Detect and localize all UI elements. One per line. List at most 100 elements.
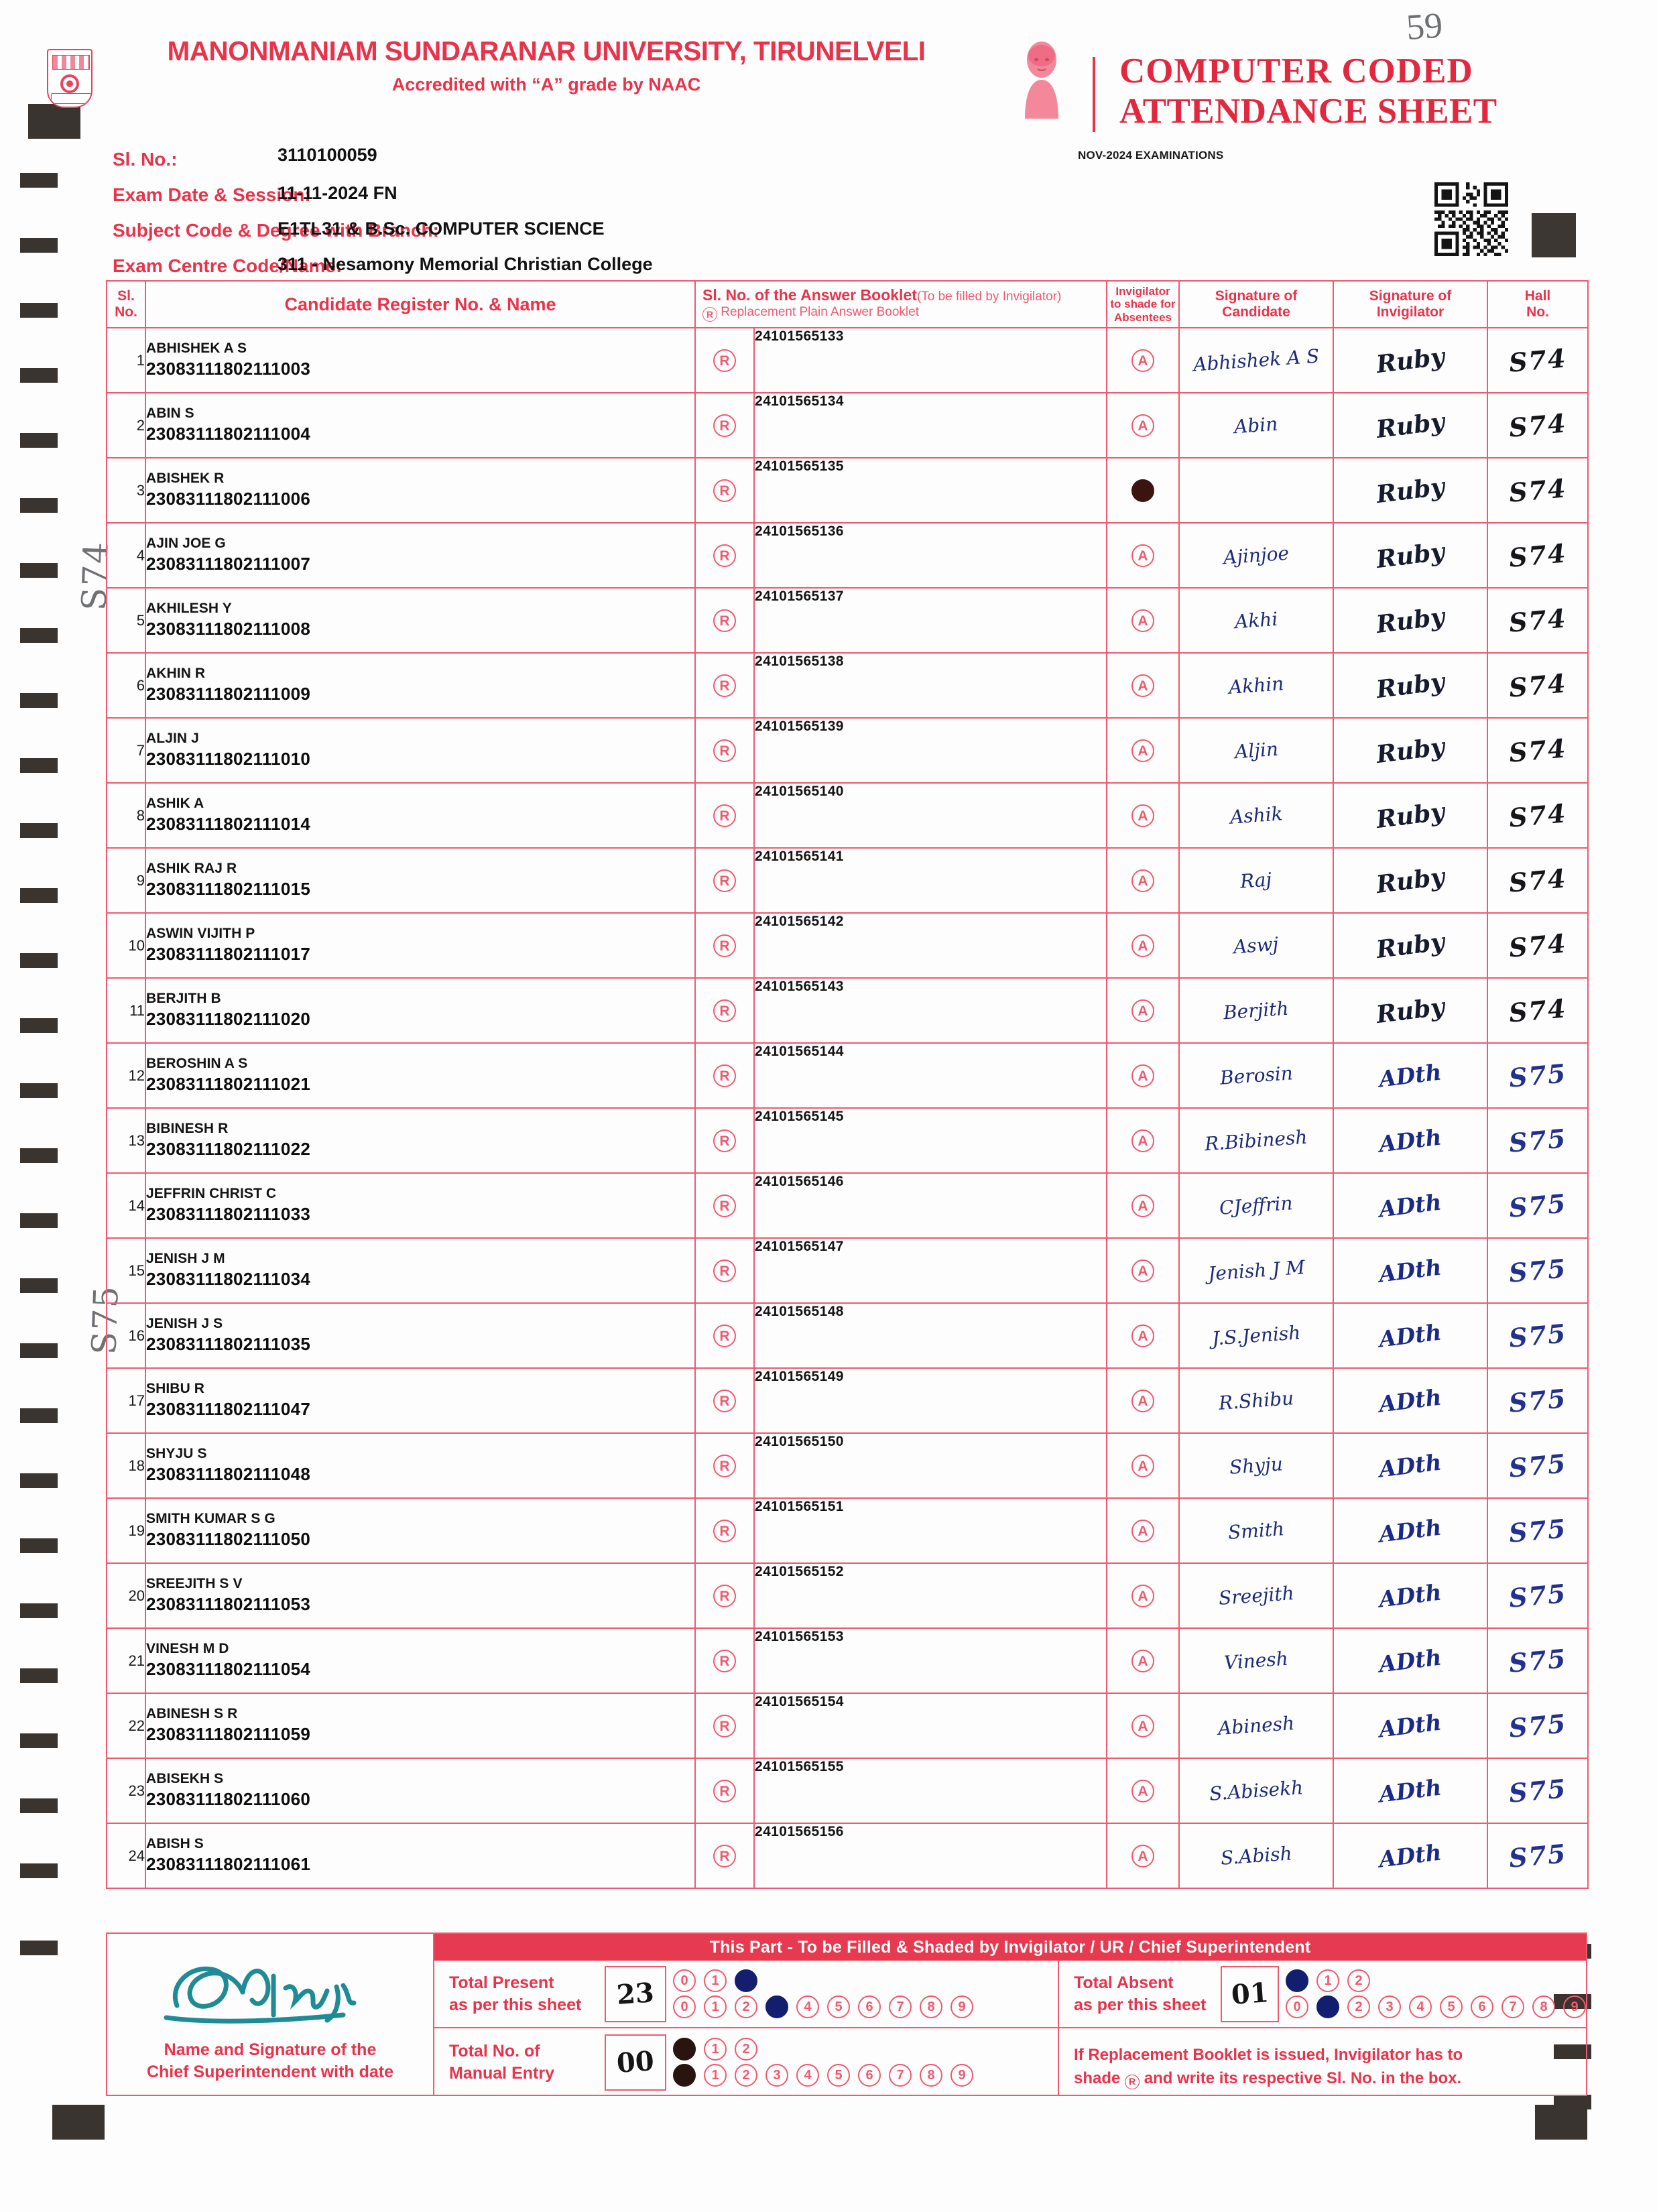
cell-replacement-bubble[interactable]: R <box>694 1627 755 1694</box>
cell-hall-no[interactable]: S75 <box>1487 1562 1589 1629</box>
cell-hall-no[interactable]: S75 <box>1487 1237 1589 1304</box>
cell-invigilator-signature[interactable]: ADth <box>1333 1107 1488 1174</box>
cell-candidate-signature[interactable]: Abinesh <box>1178 1693 1334 1759</box>
manual-entry-ones-row[interactable]: 0123456789 <box>673 2064 973 2087</box>
cell-absent-bubble[interactable]: A <box>1106 847 1180 914</box>
absent-bubble-icon[interactable]: A <box>1131 349 1154 372</box>
cell-replacement-bubble[interactable]: R <box>694 717 755 784</box>
cell-replacement-bubble[interactable]: R <box>694 392 755 458</box>
cell-replacement-bubble[interactable]: R <box>694 522 755 589</box>
replacement-r-icon[interactable]: R <box>713 1129 736 1152</box>
cell-replacement-bubble[interactable]: R <box>694 847 755 914</box>
cell-absent-bubble[interactable]: A <box>1106 652 1180 719</box>
digit-bubble-4[interactable]: 4 <box>1409 1995 1432 2018</box>
cell-absent-bubble[interactable]: A <box>1106 912 1180 979</box>
digit-bubble-0[interactable]: 0 <box>673 2064 696 2087</box>
digit-bubble-1[interactable]: 1 <box>1316 1969 1339 1992</box>
cell-invigilator-signature[interactable]: ADth <box>1333 1237 1488 1304</box>
replacement-r-icon[interactable]: R <box>713 934 736 957</box>
total-absent-tens-row[interactable]: 012 <box>1286 1969 1586 1992</box>
cell-absent-bubble[interactable]: A <box>1106 1562 1180 1629</box>
absent-bubble-icon[interactable]: A <box>1131 999 1154 1022</box>
cell-invigilator-signature[interactable]: ADth <box>1333 1627 1488 1694</box>
cell-hall-no[interactable]: S74 <box>1487 522 1589 589</box>
replacement-r-icon[interactable]: R <box>713 1844 736 1867</box>
cell-absent-bubble[interactable]: A <box>1106 1823 1180 1889</box>
cell-replacement-bubble[interactable]: R <box>694 327 755 393</box>
cell-candidate-signature[interactable]: Aswj <box>1178 912 1334 979</box>
cell-invigilator-signature[interactable]: Ruby <box>1333 977 1488 1044</box>
cell-absent-bubble[interactable]: A <box>1106 782 1180 849</box>
digit-bubble-7[interactable]: 7 <box>889 2064 912 2087</box>
cell-candidate-signature[interactable]: S.Abish <box>1178 1823 1334 1889</box>
cell-candidate-signature[interactable]: S.Abisekh <box>1178 1758 1334 1824</box>
replacement-r-icon[interactable]: R <box>713 1324 736 1347</box>
replacement-r-icon[interactable]: R <box>713 1194 736 1217</box>
cell-absent-bubble[interactable]: A <box>1106 1107 1180 1174</box>
cell-replacement-bubble[interactable]: R <box>694 652 755 719</box>
absent-bubble-icon[interactable]: A <box>1131 1649 1154 1672</box>
absent-bubble-icon[interactable]: A <box>1131 1129 1154 1152</box>
cell-candidate-signature[interactable] <box>1178 457 1334 524</box>
digit-bubble-8[interactable]: 8 <box>920 2064 942 2087</box>
cell-hall-no[interactable]: S75 <box>1487 1758 1589 1824</box>
cell-replacement-bubble[interactable]: R <box>694 1562 755 1629</box>
absent-bubble-icon[interactable]: A <box>1131 544 1154 567</box>
cell-replacement-bubble[interactable]: R <box>694 1497 755 1564</box>
cell-invigilator-signature[interactable]: Ruby <box>1333 652 1488 719</box>
cell-candidate-signature[interactable]: CJeffrin <box>1178 1172 1334 1239</box>
digit-bubble-1[interactable]: 1 <box>704 2064 727 2087</box>
cell-candidate-signature[interactable]: Smith <box>1178 1497 1334 1564</box>
total-absent-ones-row[interactable]: 0123456789 <box>1286 1995 1586 2018</box>
cell-hall-no[interactable]: S74 <box>1487 587 1589 654</box>
absent-bubble-icon[interactable]: A <box>1131 934 1154 957</box>
digit-bubble-0[interactable]: 0 <box>1286 1995 1308 2018</box>
cell-candidate-signature[interactable]: Jenish J M <box>1178 1237 1334 1304</box>
absent-bubble-icon[interactable]: A <box>1131 609 1154 632</box>
total-present-box[interactable]: 23 <box>605 1965 666 2022</box>
cell-replacement-bubble[interactable]: R <box>694 1107 755 1174</box>
cell-replacement-bubble[interactable]: R <box>694 912 755 979</box>
cell-candidate-signature[interactable]: Ashik <box>1178 782 1334 849</box>
absent-bubble-icon[interactable]: A <box>1131 1714 1154 1737</box>
manual-entry-bubbles[interactable]: 012 0123456789 <box>673 2034 973 2090</box>
cell-candidate-signature[interactable]: Raj <box>1178 847 1334 914</box>
replacement-r-icon[interactable]: R <box>713 804 736 827</box>
cell-hall-no[interactable]: S74 <box>1487 652 1589 719</box>
replacement-r-icon[interactable]: R <box>713 479 736 502</box>
cell-candidate-signature[interactable]: Akhi <box>1178 587 1334 654</box>
digit-bubble-6[interactable]: 6 <box>858 1995 881 2018</box>
cell-invigilator-signature[interactable]: ADth <box>1333 1042 1488 1109</box>
manual-entry-box[interactable]: 00 <box>605 2034 666 2091</box>
cell-invigilator-signature[interactable]: ADth <box>1333 1693 1488 1759</box>
cell-hall-no[interactable]: S75 <box>1487 1432 1589 1499</box>
cell-replacement-bubble[interactable]: R <box>694 782 755 849</box>
cell-absent-bubble[interactable]: A <box>1106 522 1180 589</box>
digit-bubble-6[interactable]: 6 <box>858 2064 881 2087</box>
cell-absent-bubble[interactable]: A <box>1106 1172 1180 1239</box>
digit-bubble-3[interactable]: 3 <box>765 2064 788 2087</box>
absent-bubble-icon[interactable]: A <box>1131 1259 1154 1282</box>
cell-invigilator-signature[interactable]: Ruby <box>1333 847 1488 914</box>
replacement-r-icon[interactable]: R <box>713 1584 736 1607</box>
digit-bubble-0[interactable]: 0 <box>673 1995 696 2018</box>
cell-replacement-bubble[interactable]: R <box>694 1367 755 1434</box>
absent-bubble-icon[interactable]: A <box>1131 804 1154 827</box>
absent-bubble-icon[interactable]: A <box>1131 1324 1154 1347</box>
cell-invigilator-signature[interactable]: ADth <box>1333 1562 1488 1629</box>
cell-candidate-signature[interactable]: Sreejith <box>1178 1562 1334 1629</box>
replacement-r-icon[interactable]: R <box>713 1714 736 1737</box>
digit-bubble-2[interactable]: 2 <box>735 2038 757 2061</box>
digit-bubble-8[interactable]: 8 <box>920 1995 942 2018</box>
cell-invigilator-signature[interactable]: ADth <box>1333 1172 1488 1239</box>
digit-bubble-5[interactable]: 5 <box>827 2064 850 2087</box>
cell-invigilator-signature[interactable]: Ruby <box>1333 587 1488 654</box>
cell-invigilator-signature[interactable]: Ruby <box>1333 522 1488 589</box>
cell-hall-no[interactable]: S75 <box>1487 1042 1589 1109</box>
cell-replacement-bubble[interactable]: R <box>694 1823 755 1889</box>
manual-entry-tens-row[interactable]: 012 <box>673 2038 973 2061</box>
replacement-r-icon[interactable]: R <box>713 869 736 892</box>
digit-bubble-0[interactable]: 0 <box>673 2038 696 2061</box>
replacement-r-icon[interactable]: R <box>713 349 736 372</box>
cell-invigilator-signature[interactable]: ADth <box>1333 1302 1488 1369</box>
